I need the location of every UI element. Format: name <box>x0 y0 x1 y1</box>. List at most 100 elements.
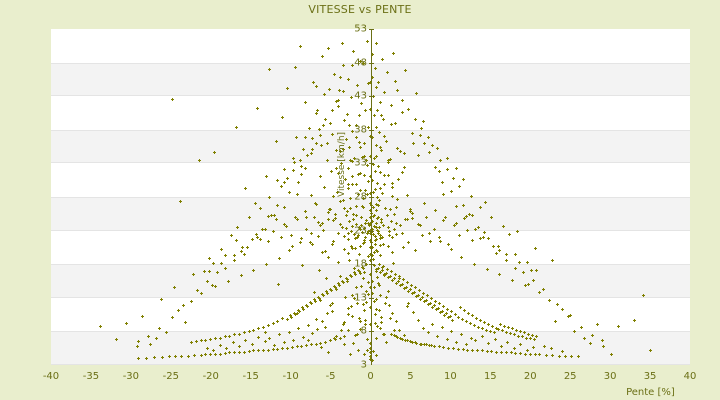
data-point <box>282 167 286 171</box>
y-tick-label: 3 <box>360 359 367 371</box>
data-point <box>285 318 289 322</box>
x-tick-label: 25 <box>563 371 577 382</box>
data-point <box>301 307 305 311</box>
y-tick-label: 23 <box>354 225 367 237</box>
data-point <box>487 237 491 241</box>
data-point <box>324 249 328 253</box>
data-point <box>357 253 361 257</box>
x-tick-label: -15 <box>242 371 259 382</box>
data-point <box>504 258 508 262</box>
data-point <box>233 253 237 257</box>
data-point <box>265 175 269 179</box>
data-point <box>451 319 455 323</box>
data-point <box>394 320 398 324</box>
data-point <box>350 246 354 250</box>
data-point <box>332 239 336 243</box>
data-point <box>297 310 301 314</box>
data-point <box>337 105 341 109</box>
data-point <box>427 303 431 307</box>
data-point <box>507 325 511 329</box>
data-point <box>514 253 518 257</box>
data-point <box>387 245 391 249</box>
data-point <box>325 311 329 315</box>
data-point <box>443 313 447 317</box>
data-point <box>379 186 383 190</box>
data-point <box>445 167 449 171</box>
data-point <box>372 251 376 255</box>
data-point <box>507 233 511 237</box>
y-tickmark <box>369 331 374 332</box>
data-point <box>373 188 377 192</box>
data-point <box>401 245 405 249</box>
data-point <box>350 183 354 187</box>
data-point <box>350 315 354 319</box>
data-point <box>330 242 334 246</box>
data-point <box>330 309 334 313</box>
data-point <box>375 42 379 46</box>
data-point <box>334 100 338 104</box>
data-point <box>366 125 370 129</box>
data-point <box>420 233 424 237</box>
data-point <box>483 321 487 325</box>
data-point <box>450 247 454 251</box>
data-point <box>400 171 404 175</box>
y-tick-label: 13 <box>354 292 367 304</box>
data-point <box>372 190 376 194</box>
data-point <box>306 323 310 327</box>
data-point <box>255 106 259 110</box>
y-tickmark <box>369 163 374 164</box>
data-point <box>396 178 400 182</box>
data-point <box>471 314 475 318</box>
data-point <box>99 324 103 328</box>
data-point <box>450 190 454 194</box>
data-point <box>595 323 599 327</box>
data-point <box>428 239 432 243</box>
data-point <box>388 317 392 321</box>
data-point <box>317 235 321 239</box>
data-point <box>389 104 393 108</box>
y-tick-label: 43 <box>354 90 367 102</box>
data-point <box>382 173 386 177</box>
data-point <box>495 251 499 255</box>
data-point <box>378 171 382 175</box>
data-point <box>407 108 411 112</box>
data-point <box>392 51 396 55</box>
data-point <box>400 110 404 114</box>
data-point <box>554 320 558 324</box>
data-point <box>555 303 559 307</box>
data-point <box>503 324 507 328</box>
data-point <box>327 46 331 50</box>
data-point <box>289 314 293 318</box>
data-point <box>442 192 446 196</box>
data-point <box>376 231 380 235</box>
data-point <box>373 238 377 242</box>
data-point <box>435 308 439 312</box>
data-point <box>475 317 479 321</box>
data-point <box>337 99 341 103</box>
data-point <box>279 235 283 239</box>
data-point <box>372 113 376 117</box>
data-point <box>384 301 388 305</box>
data-point <box>326 255 330 259</box>
y-tickmark <box>369 231 374 232</box>
data-point <box>261 325 265 329</box>
data-point <box>461 178 465 182</box>
y-tick-label: 38 <box>354 124 367 136</box>
data-point <box>293 313 297 317</box>
plot-area[interactable] <box>51 29 690 365</box>
data-point <box>266 239 270 243</box>
data-point <box>391 312 395 316</box>
data-point <box>389 122 393 126</box>
data-point <box>380 321 384 325</box>
data-point <box>511 327 515 331</box>
data-point <box>380 235 384 239</box>
y-tick-label: 8 <box>360 325 367 337</box>
data-point <box>499 322 503 326</box>
data-point <box>358 244 362 248</box>
data-point <box>293 311 297 315</box>
data-point <box>393 122 397 126</box>
x-tick-label: -5 <box>325 371 336 382</box>
data-point <box>378 234 382 238</box>
x-tick-label: 5 <box>407 371 414 382</box>
data-point <box>241 245 245 249</box>
